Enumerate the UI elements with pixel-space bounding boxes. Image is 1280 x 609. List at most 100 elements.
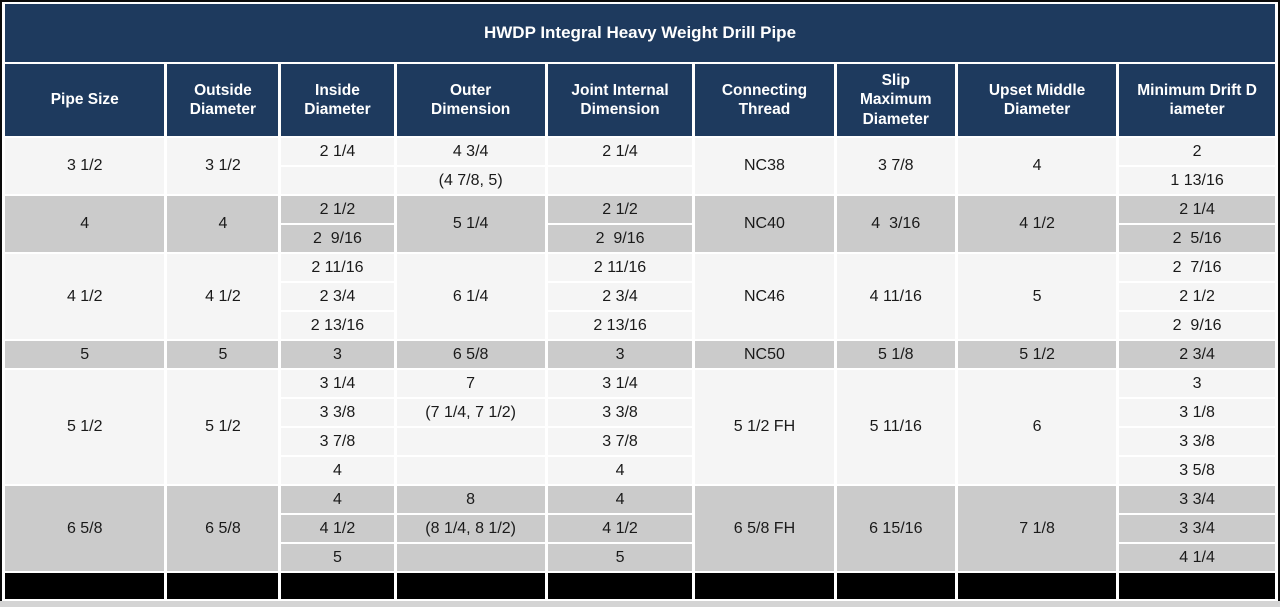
cell-minimum-drift-diameter: 3 3/8 (1119, 428, 1275, 455)
cell-minimum-drift-diameter: 1 13/16 (1119, 167, 1275, 194)
cell-minimum-drift-diameter: 2 5/16 (1119, 225, 1275, 252)
cell-outer-dimension: 4 3/4 (396, 138, 545, 165)
cell-outer-dimension (396, 544, 545, 571)
cell-inside-diameter: 5 (281, 544, 394, 571)
cell-inside-diameter: 3 1/4 (281, 370, 394, 397)
cell-connecting-thread: NC46 (695, 254, 834, 339)
cell-outside-diameter: 5 1/2 (167, 370, 279, 484)
redacted-cell (167, 573, 279, 599)
cell-joint-internal-dimension: 4 1/2 (547, 515, 693, 542)
column-header-upset-middle-diameter: Upset Middle Diameter (957, 64, 1117, 136)
cell-upset-middle-diameter: 4 1/2 (957, 196, 1117, 252)
cell-inside-diameter: 2 1/4 (281, 138, 394, 165)
redacted-cell (1119, 573, 1275, 599)
table-row: 2 3/4 2 3/4 2 1/2 (5, 283, 1275, 310)
table-row: 6 5/8 6 5/8 4 8 4 6 5/8 FH 6 15/16 7 1/8… (5, 486, 1275, 571)
cell-joint-internal-dimension: 4 (547, 457, 693, 484)
column-header-outer-dimension: Outer Dimension (396, 64, 545, 136)
cell-pipe-size: 5 (5, 341, 165, 368)
cell-inside-diameter: 2 3/4 (281, 283, 394, 310)
table-row: 5 1/2 5 1/2 3 1/4 7 3 1/4 5 1/2 FH 5 11/… (5, 370, 1275, 484)
column-header-pipe-size: Pipe Size (5, 64, 165, 136)
cell-slip-maximum-diameter: 5 11/16 (836, 370, 955, 484)
cell-outside-diameter: 4 1/2 (167, 254, 279, 339)
cell-minimum-drift-diameter: 2 7/16 (1119, 254, 1275, 281)
cell-joint-internal-dimension: 3 7/8 (547, 428, 693, 455)
cell-outer-dimension (396, 428, 545, 455)
cell-minimum-drift-diameter: 2 (1119, 138, 1275, 165)
cell-inside-diameter (281, 167, 394, 194)
cell-minimum-drift-diameter: 3 3/4 (1119, 486, 1275, 513)
cell-connecting-thread: 6 5/8 FH (695, 486, 834, 571)
cell-inside-diameter: 4 (281, 486, 394, 513)
cell-outside-diameter: 4 (167, 196, 279, 252)
table-row: 5 5 3 6 5/8 3 NC50 5 1/8 5 1/2 2 3/4 (5, 341, 1275, 368)
redacted-cell (5, 573, 165, 599)
cell-pipe-size: 3 1/2 (5, 138, 165, 194)
cell-outside-diameter: 5 (167, 341, 279, 368)
cell-joint-internal-dimension: 2 11/16 (547, 254, 693, 281)
cell-joint-internal-dimension (547, 167, 693, 194)
table-row: 5 5 4 1/4 (5, 544, 1275, 571)
redacted-cell (695, 573, 834, 599)
table-row: 2 9/16 2 9/16 2 5/16 (5, 225, 1275, 252)
table-row: (4 7/8, 5) 1 13/16 (5, 167, 1275, 194)
cell-minimum-drift-diameter: 3 1/8 (1119, 399, 1275, 426)
column-header-slip-maximum-diameter: Slip Maximum Diameter (836, 64, 955, 136)
table-row: 4 1/2 4 1/2 2 11/16 6 1/4 2 11/16 NC46 4… (5, 254, 1275, 339)
cell-joint-internal-dimension: 2 1/4 (547, 138, 693, 165)
cell-upset-middle-diameter: 6 (957, 370, 1117, 484)
cell-joint-internal-dimension: 2 1/2 (547, 196, 693, 223)
cell-pipe-size: 6 5/8 (5, 486, 165, 571)
cell-minimum-drift-diameter: 2 1/2 (1119, 283, 1275, 310)
header-row: Pipe Size Outside Diameter Inside Diamet… (5, 64, 1275, 136)
cell-pipe-size: 4 (5, 196, 165, 252)
cell-outer-dimension: 7 (396, 370, 545, 397)
cell-minimum-drift-diameter: 3 (1119, 370, 1275, 397)
cell-upset-middle-diameter: 5 (957, 254, 1117, 339)
cell-inside-diameter: 2 13/16 (281, 312, 394, 339)
table-row: 2 13/16 2 13/16 2 9/16 (5, 312, 1275, 339)
redacted-cell (957, 573, 1117, 599)
cell-minimum-drift-diameter: 2 9/16 (1119, 312, 1275, 339)
title-row: HWDP Integral Heavy Weight Drill Pipe (5, 4, 1275, 62)
column-header-outside-diameter: Outside Diameter (167, 64, 279, 136)
redacted-cell (281, 573, 394, 599)
redacted-cell (396, 573, 545, 599)
cell-upset-middle-diameter: 4 (957, 138, 1117, 194)
cell-inside-diameter: 2 9/16 (281, 225, 394, 252)
table-row: 3 3/8 (7 1/4, 7 1/2) 3 3/8 3 1/8 (5, 399, 1275, 426)
cell-joint-internal-dimension: 2 13/16 (547, 312, 693, 339)
column-header-minimum-drift-diameter: Minimum Drift D iameter (1119, 64, 1275, 136)
cell-outer-dimension: 6 5/8 (396, 341, 545, 368)
cell-inside-diameter: 4 (281, 457, 394, 484)
table-row: 4 1/2 (8 1/4, 8 1/2) 4 1/2 3 3/4 (5, 515, 1275, 542)
cell-outer-dimension: 6 1/4 (396, 254, 545, 339)
cell-connecting-thread: 5 1/2 FH (695, 370, 834, 484)
cell-joint-internal-dimension: 2 9/16 (547, 225, 693, 252)
cell-joint-internal-dimension: 3 1/4 (547, 370, 693, 397)
cell-joint-internal-dimension: 3 3/8 (547, 399, 693, 426)
bottom-strip (0, 601, 1280, 607)
cell-connecting-thread: NC50 (695, 341, 834, 368)
column-header-joint-internal-dimension: Joint Internal Dimension (547, 64, 693, 136)
cell-joint-internal-dimension: 4 (547, 486, 693, 513)
cell-minimum-drift-diameter: 3 3/4 (1119, 515, 1275, 542)
table-row: 3 1/2 3 1/2 2 1/4 4 3/4 2 1/4 NC38 3 7/8… (5, 138, 1275, 194)
cell-upset-middle-diameter: 7 1/8 (957, 486, 1117, 571)
cell-connecting-thread: NC40 (695, 196, 834, 252)
cell-connecting-thread: NC38 (695, 138, 834, 194)
cell-outer-dimension: 5 1/4 (396, 196, 545, 252)
cell-minimum-drift-diameter: 2 3/4 (1119, 341, 1275, 368)
cell-minimum-drift-diameter: 4 1/4 (1119, 544, 1275, 571)
cell-outer-dimension: (8 1/4, 8 1/2) (396, 515, 545, 542)
table-title: HWDP Integral Heavy Weight Drill Pipe (5, 4, 1275, 62)
cell-joint-internal-dimension: 2 3/4 (547, 283, 693, 310)
cell-slip-maximum-diameter: 3 7/8 (836, 138, 955, 194)
cell-pipe-size: 4 1/2 (5, 254, 165, 339)
cell-inside-diameter: 3 (281, 341, 394, 368)
cell-joint-internal-dimension: 3 (547, 341, 693, 368)
cell-outside-diameter: 3 1/2 (167, 138, 279, 194)
